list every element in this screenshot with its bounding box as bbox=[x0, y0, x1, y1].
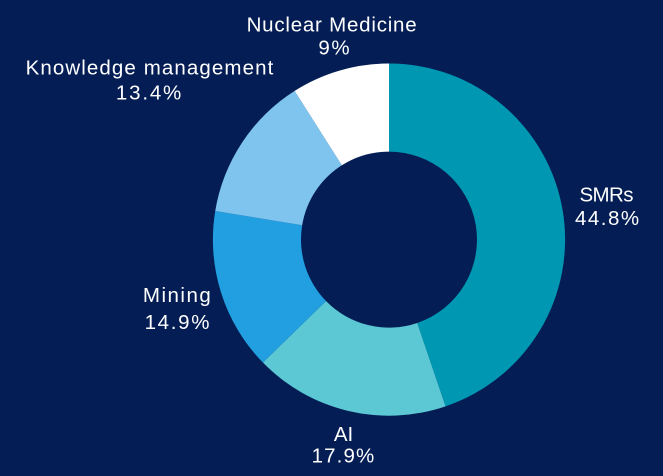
svg-text:Knowledge management: Knowledge management bbox=[26, 57, 275, 80]
svg-text:17.9%: 17.9% bbox=[312, 445, 376, 468]
svg-text:Mining: Mining bbox=[143, 284, 212, 307]
svg-text:44.8%: 44.8% bbox=[575, 207, 641, 230]
svg-text:9%: 9% bbox=[318, 37, 351, 60]
svg-text:Nuclear Medicine: Nuclear Medicine bbox=[247, 14, 418, 37]
svg-text:AI: AI bbox=[334, 423, 353, 446]
svg-text:13.4%: 13.4% bbox=[116, 81, 183, 104]
svg-text:SMRs: SMRs bbox=[579, 184, 633, 207]
svg-text:14.9%: 14.9% bbox=[145, 311, 212, 334]
